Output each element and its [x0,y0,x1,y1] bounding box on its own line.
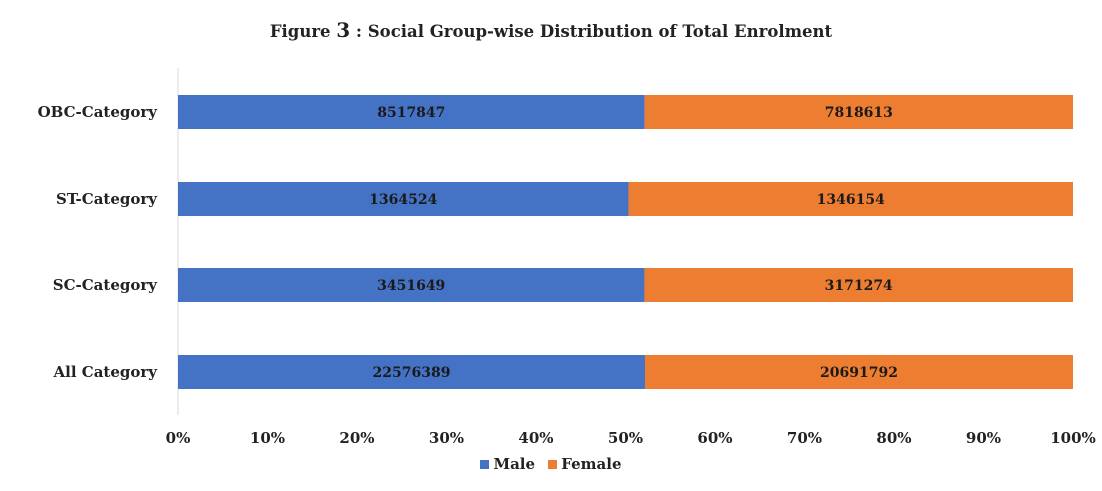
legend-item-male: Male [480,455,535,473]
bar-female-obc-category [644,95,1073,129]
x-tick-label: 70% [787,429,822,447]
x-tick-label: 60% [697,429,732,447]
x-tick-label: 20% [339,429,374,447]
bar-male-obc-category [178,95,645,129]
x-tick-label: 40% [518,429,553,447]
bar-male-sc-category [178,268,645,302]
x-tick-label: 50% [608,429,643,447]
data-label-male-sc-category: 3451649 [377,278,445,294]
bar-male-st-category [178,182,629,216]
category-label-st-category: ST-Category [56,190,158,208]
data-label-male-obc-category: 8517847 [377,105,445,121]
legend: Male Female [0,455,1102,473]
x-tick-label: 0% [166,429,191,447]
x-tick-label: 30% [429,429,464,447]
data-label-female-obc-category: 7818613 [825,105,893,121]
x-tick-label: 10% [250,429,285,447]
data-label-male-st-category: 1364524 [369,192,437,208]
bar-male-all-category [178,355,645,389]
category-label-sc-category: SC-Category [53,276,159,294]
chart-title: Figure 3 : Social Group-wise Distributio… [269,18,833,42]
x-tick-label: 100% [1050,429,1096,447]
x-tick-label: 90% [966,429,1001,447]
data-label-male-all-category: 22576389 [373,365,451,381]
data-label-female-all-category: 20691792 [820,365,898,381]
category-label-obc-category: OBC-Category [38,103,159,121]
bar-female-all-category [644,355,1073,389]
data-label-female-sc-category: 3171274 [825,278,893,294]
data-label-female-st-category: 1346154 [817,192,885,208]
figure-number: 3 [336,18,351,42]
category-label-all-category: All Category [53,363,159,381]
legend-swatch-male [480,459,490,469]
bar-female-st-category [628,182,1073,216]
legend-item-female: Female [548,455,622,473]
legend-swatch-female [548,459,558,469]
x-tick-label: 80% [876,429,911,447]
bar-female-sc-category [644,268,1073,302]
